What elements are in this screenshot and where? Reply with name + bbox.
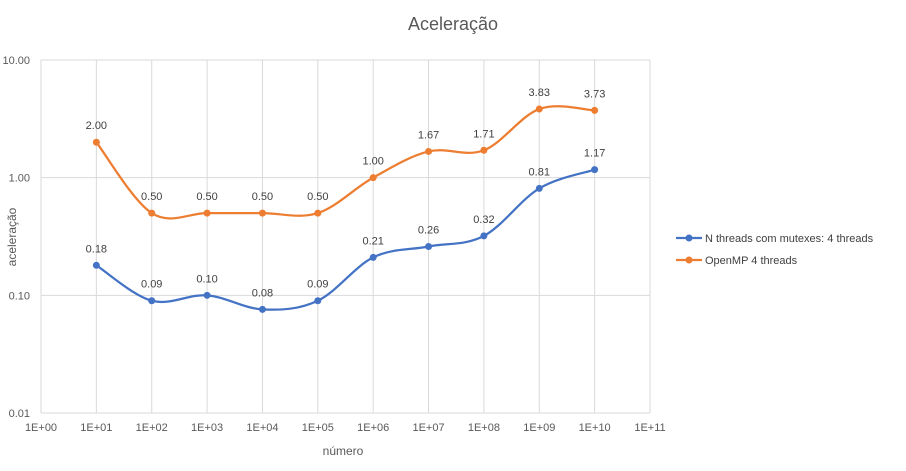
y-axis-label: aceleração (5, 207, 19, 266)
data-point (92, 138, 100, 146)
data-point (203, 291, 211, 299)
data-point (148, 297, 156, 305)
data-point (314, 209, 322, 217)
legend-marker (685, 234, 693, 242)
series-layer: 0.18 0.09 0.10 0.08 0.09 0.21 0.26 0.32 0.81 1.17… (86, 87, 605, 313)
x-axis-label: número (323, 444, 364, 458)
data-label: 1.00 (362, 156, 383, 168)
data-point (314, 297, 322, 305)
x-tick-label: 1E+06 (357, 422, 389, 434)
data-point (591, 166, 599, 174)
series-line (95, 105, 595, 220)
data-label: 0.21 (362, 235, 383, 247)
data-label: 0.10 (196, 273, 217, 285)
legend-marker (685, 256, 693, 264)
data-label: 0.18 (86, 243, 107, 255)
x-tick-label: 1E+00 (25, 422, 57, 434)
data-point (258, 305, 266, 313)
x-tick-label: 1E+08 (468, 422, 500, 434)
x-tick-label: 1E+07 (412, 422, 444, 434)
x-tick-label: 1E+01 (80, 422, 112, 434)
data-point (535, 184, 543, 192)
data-label: 3.73 (584, 88, 605, 100)
data-point (480, 232, 488, 240)
x-tick-label: 1E+10 (579, 422, 611, 434)
data-label: 0.09 (307, 279, 328, 291)
data-label: 2.00 (86, 120, 107, 132)
data-label: 0.50 (252, 191, 273, 203)
data-point (203, 209, 211, 217)
data-point (369, 253, 377, 261)
data-label: 0.50 (196, 191, 217, 203)
y-tick-label: 0.10 (9, 290, 30, 302)
series-2: 2.00 0.50 0.50 0.50 0.50 1.00 1.67 1.71 3.83 3.73 (86, 87, 605, 220)
data-point (480, 146, 488, 154)
data-label: 0.09 (141, 279, 162, 291)
series-line (95, 168, 595, 311)
legend-item: OpenMP 4 threads (676, 255, 798, 267)
y-tick-label: 10.00 (2, 55, 30, 67)
legend-label: N threads com mutexes: 4 threads (705, 233, 874, 245)
legend: N threads com mutexes: 4 threads OpenMP 4… (676, 233, 874, 267)
x-tick-label: 1E+11 (634, 422, 665, 434)
data-point (92, 261, 100, 269)
series-1: 0.18 0.09 0.10 0.08 0.09 0.21 0.26 0.32 0.81 1.17 (86, 148, 605, 313)
data-label: 0.50 (307, 191, 328, 203)
data-label: 1.17 (584, 148, 605, 160)
y-tick-label: 1.00 (9, 173, 30, 185)
data-point (591, 106, 599, 114)
data-point (535, 105, 543, 113)
y-tick-labels: 10.00 1.00 0.10 0.01 (2, 55, 30, 420)
chart-title: Aceleração (408, 14, 498, 34)
x-tick-label: 1E+02 (136, 422, 168, 434)
data-label: 0.08 (252, 287, 273, 299)
x-tick-labels: 1E+00 1E+01 1E+02 1E+03 1E+04 1E+05 1E+06 1E+07… (25, 422, 666, 434)
data-label: 1.71 (473, 128, 494, 140)
grid (40, 59, 651, 414)
legend-label: OpenMP 4 threads (705, 255, 798, 267)
x-tick-label: 1E+04 (246, 422, 278, 434)
data-label: 0.50 (141, 191, 162, 203)
data-point (425, 147, 433, 155)
legend-item: N threads com mutexes: 4 threads (676, 233, 874, 245)
data-point (148, 209, 156, 217)
data-label: 3.83 (529, 87, 550, 99)
data-label: 1.67 (418, 129, 439, 141)
data-label: 0.32 (473, 214, 494, 226)
data-point (425, 243, 433, 251)
data-label: 0.81 (529, 166, 550, 178)
data-point (258, 209, 266, 217)
x-tick-label: 1E+09 (523, 422, 555, 434)
data-point (369, 174, 377, 182)
x-tick-label: 1E+03 (191, 422, 223, 434)
y-tick-label: 0.01 (9, 408, 30, 420)
data-label: 0.26 (418, 225, 439, 237)
x-tick-label: 1E+05 (302, 422, 334, 434)
